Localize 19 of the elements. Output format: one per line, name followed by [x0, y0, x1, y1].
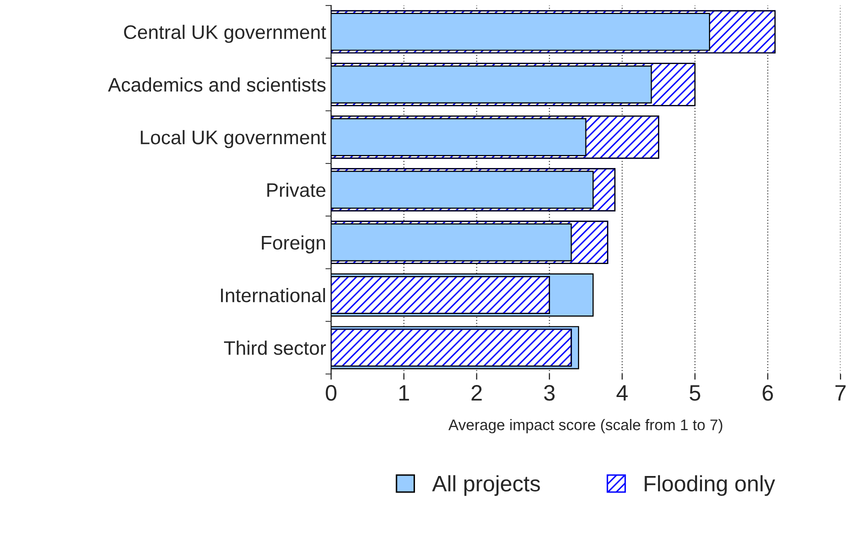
y-tick-label: Academics and scientists: [108, 77, 326, 92]
x-tick-label: 7: [835, 385, 846, 401]
x-axis-title: Average impact score (scale from 1 to 7): [448, 419, 722, 434]
x-tick-label: 0: [326, 385, 336, 401]
legend-label: All projects: [432, 475, 540, 496]
legend-label: Flooding only: [644, 475, 776, 496]
y-tick-label: Foreign: [262, 235, 325, 254]
bar: [331, 170, 594, 209]
x-tick-label: 3: [544, 385, 555, 401]
y-tick-label: International: [221, 288, 325, 302]
x-tick-label: 4: [616, 385, 628, 401]
y-tick-label: Third sector: [224, 340, 326, 355]
x-tick-label: 5: [690, 385, 700, 401]
y-tick-label: Central UK government: [124, 24, 326, 43]
y-tick-label: Local UK government: [140, 130, 326, 148]
x-tick-label: 2: [472, 385, 482, 401]
y-tick-label: Private: [267, 182, 326, 197]
x-tick-label: 6: [762, 385, 773, 401]
x-tick-label: 1: [399, 385, 409, 401]
